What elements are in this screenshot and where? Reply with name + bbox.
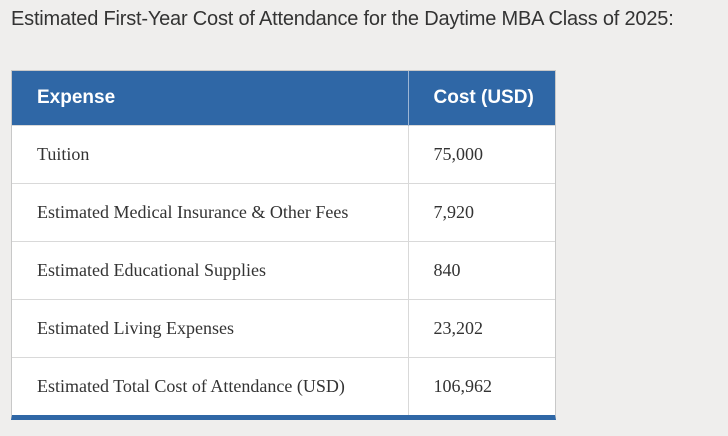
cost-table: Expense Cost (USD) Tuition 75,000 Estima…: [11, 70, 556, 420]
table-row-total: Estimated Total Cost of Attendance (USD)…: [12, 356, 555, 415]
cost-cell-total: 106,962: [407, 356, 555, 415]
expense-cell: Estimated Living Expenses: [12, 298, 408, 357]
cost-cell: 7,920: [407, 182, 555, 241]
header-cost: Cost (USD): [407, 71, 555, 125]
table-row: Estimated Educational Supplies 840: [12, 240, 555, 299]
header-row: Expense Cost (USD): [12, 71, 555, 125]
expense-cell: Estimated Educational Supplies: [12, 240, 408, 299]
table-row: Estimated Medical Insurance & Other Fees…: [12, 182, 555, 241]
expense-cell: Estimated Medical Insurance & Other Fees: [12, 182, 408, 241]
cost-cell: 75,000: [407, 124, 555, 183]
expense-cell-total: Estimated Total Cost of Attendance (USD): [12, 356, 408, 415]
cost-cell: 23,202: [407, 298, 555, 357]
page-title: Estimated First-Year Cost of Attendance …: [11, 8, 674, 30]
header-expense: Expense: [12, 71, 408, 125]
expense-cell: Tuition: [12, 124, 408, 183]
table-row: Estimated Living Expenses 23,202: [12, 298, 555, 357]
table-header: Expense Cost (USD): [12, 71, 555, 125]
table-body: Tuition 75,000 Estimated Medical Insuran…: [12, 124, 555, 415]
cost-table-grid: Expense Cost (USD) Tuition 75,000 Estima…: [12, 71, 555, 415]
cost-cell: 840: [407, 240, 555, 299]
table-row: Tuition 75,000: [12, 124, 555, 183]
